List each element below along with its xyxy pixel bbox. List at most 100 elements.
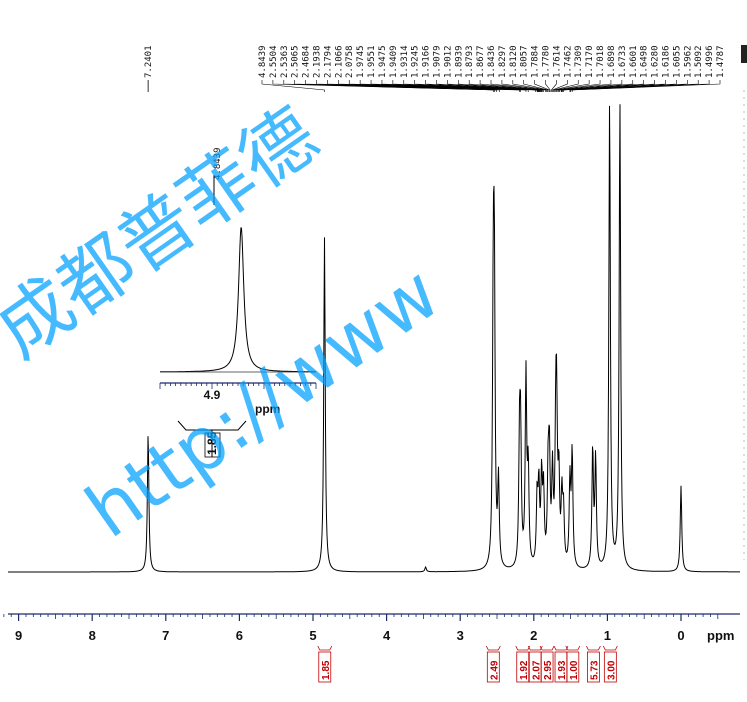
peak-label: 1.7170 <box>585 45 595 78</box>
peak-label: 2.1938 <box>313 45 323 78</box>
peak-leader <box>523 80 549 92</box>
peak-leader <box>555 80 601 92</box>
peak-leader <box>457 80 542 92</box>
peak-label: 4.8439 <box>258 45 268 78</box>
peak-label: 1.6280 <box>651 45 661 78</box>
peak-label: 2.5363 <box>280 45 290 78</box>
integral-label: 1.00 <box>569 660 580 680</box>
peak-label: 1.7614 <box>552 45 562 78</box>
integral-bracket <box>515 645 531 651</box>
peak-label: 1.9245 <box>411 45 421 78</box>
peak-label: 1.8297 <box>498 45 508 78</box>
peak-leader <box>425 80 541 92</box>
peak-label: 1.8939 <box>454 45 464 78</box>
peak-leader <box>571 80 721 92</box>
integral-box <box>603 651 617 683</box>
integral-bracket <box>586 645 601 651</box>
integral-label: 1.93 <box>557 660 568 680</box>
peak-leader <box>556 80 612 92</box>
peak-label: 1.7018 <box>596 45 606 78</box>
watermark: 成都普菲德 http://www <box>0 92 455 555</box>
peak-label: 1.9745 <box>356 45 366 78</box>
peak-leader <box>348 80 529 92</box>
peak-leader <box>554 80 590 92</box>
peak-label: 1.8120 <box>509 45 519 78</box>
integral-label: 5.73 <box>589 660 600 680</box>
peak-label: 2.1066 <box>334 45 344 78</box>
integral-bracket <box>565 645 581 651</box>
integral-box <box>486 651 500 683</box>
x-tick-label: 1 <box>604 628 611 643</box>
peak-label: 1.9166 <box>422 45 432 78</box>
x-tick-label: 2 <box>530 628 537 643</box>
peak-label-group: 7.2401 4.8439 2.5504 2.5363 2.5065 2.4684 2.19… <box>144 45 726 78</box>
x-tick-label: 5 <box>309 628 316 643</box>
integral-bracket <box>602 645 618 651</box>
x-tick-label: 9 <box>15 628 22 643</box>
watermark-line-1: 成都普菲德 <box>0 92 333 375</box>
integral-bracket <box>485 645 501 651</box>
peak-leader <box>501 80 547 92</box>
peak-leader <box>561 80 666 92</box>
peak-label: 1.5092 <box>694 45 704 78</box>
peak-label: 1.6733 <box>618 45 628 78</box>
integral-box <box>566 651 580 683</box>
integral-label: 1.92 <box>519 660 530 680</box>
peak-leader <box>553 80 579 92</box>
integral-label: 2.95 <box>543 660 554 680</box>
integral-label: 2.49 <box>489 660 500 680</box>
peak-leader <box>552 80 568 92</box>
peak-leader <box>563 80 688 92</box>
inset-expansion: 4.8439 4.9 ppm 1.85 <box>159 147 317 458</box>
peak-leader <box>261 80 325 92</box>
peak-label: 1.9475 <box>378 45 388 78</box>
peak-leader <box>558 80 634 92</box>
peak-label: 2.1794 <box>323 45 333 78</box>
spectrum-trace <box>8 104 740 573</box>
integral-box <box>587 651 600 683</box>
peak-label: 1.7309 <box>574 45 584 78</box>
peak-leader <box>490 80 546 92</box>
inset-integral-label: 1.85 <box>205 431 219 455</box>
peak-leader <box>447 80 542 92</box>
inset-trace <box>160 227 316 373</box>
peak-label: 1.9079 <box>432 45 442 78</box>
x-tick-label: 3 <box>457 628 464 643</box>
peak-label: 1.7884 <box>531 45 541 78</box>
edge-marker <box>741 45 747 63</box>
peak-label: 1.4787 <box>716 45 726 78</box>
peak-label: 2.4684 <box>302 45 312 78</box>
integral-label: 2.07 <box>531 660 542 680</box>
peak-leader <box>414 80 540 92</box>
peak-leader <box>479 80 544 92</box>
peak-label: 7.2401 <box>144 45 154 78</box>
peak-label: 1.6186 <box>661 45 671 78</box>
peak-leader <box>559 80 644 92</box>
peak-label: 1.7462 <box>563 45 573 78</box>
integral-label: 3.00 <box>606 660 617 680</box>
peak-label: 1.8677 <box>476 45 486 78</box>
peak-leader <box>545 80 551 92</box>
integral-box <box>516 651 530 683</box>
integral-bracket <box>539 645 555 651</box>
x-tick-group: 9 8 7 6 5 4 3 2 1 0 <box>3 614 719 643</box>
x-tick-label: 0 <box>677 628 684 643</box>
x-tick-label: 8 <box>89 628 96 643</box>
integral-group: 1.85 2.49 1.92 2.07 2.95 1.93 1.00 5.73 3.00 <box>317 645 618 683</box>
x-tick-label: 4 <box>383 628 391 643</box>
peak-leader <box>557 80 623 92</box>
peak-label: 1.8436 <box>487 45 497 78</box>
x-tick-label: 6 <box>236 628 243 643</box>
peak-label: 2.0758 <box>345 45 355 78</box>
peak-leader <box>512 80 548 92</box>
peak-leader-group <box>147 80 721 92</box>
peak-label: 1.6601 <box>629 45 639 78</box>
peak-label: 1.9409 <box>389 45 399 78</box>
inset-integral-box <box>204 432 221 458</box>
peak-label: 1.9012 <box>443 45 453 78</box>
peak-leader <box>560 80 655 92</box>
inset-peak-label: 4.8439 <box>213 147 223 180</box>
peak-leader <box>534 80 550 92</box>
